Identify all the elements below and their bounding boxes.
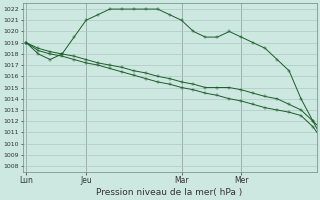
X-axis label: Pression niveau de la mer( hPa ): Pression niveau de la mer( hPa ) — [97, 188, 243, 197]
